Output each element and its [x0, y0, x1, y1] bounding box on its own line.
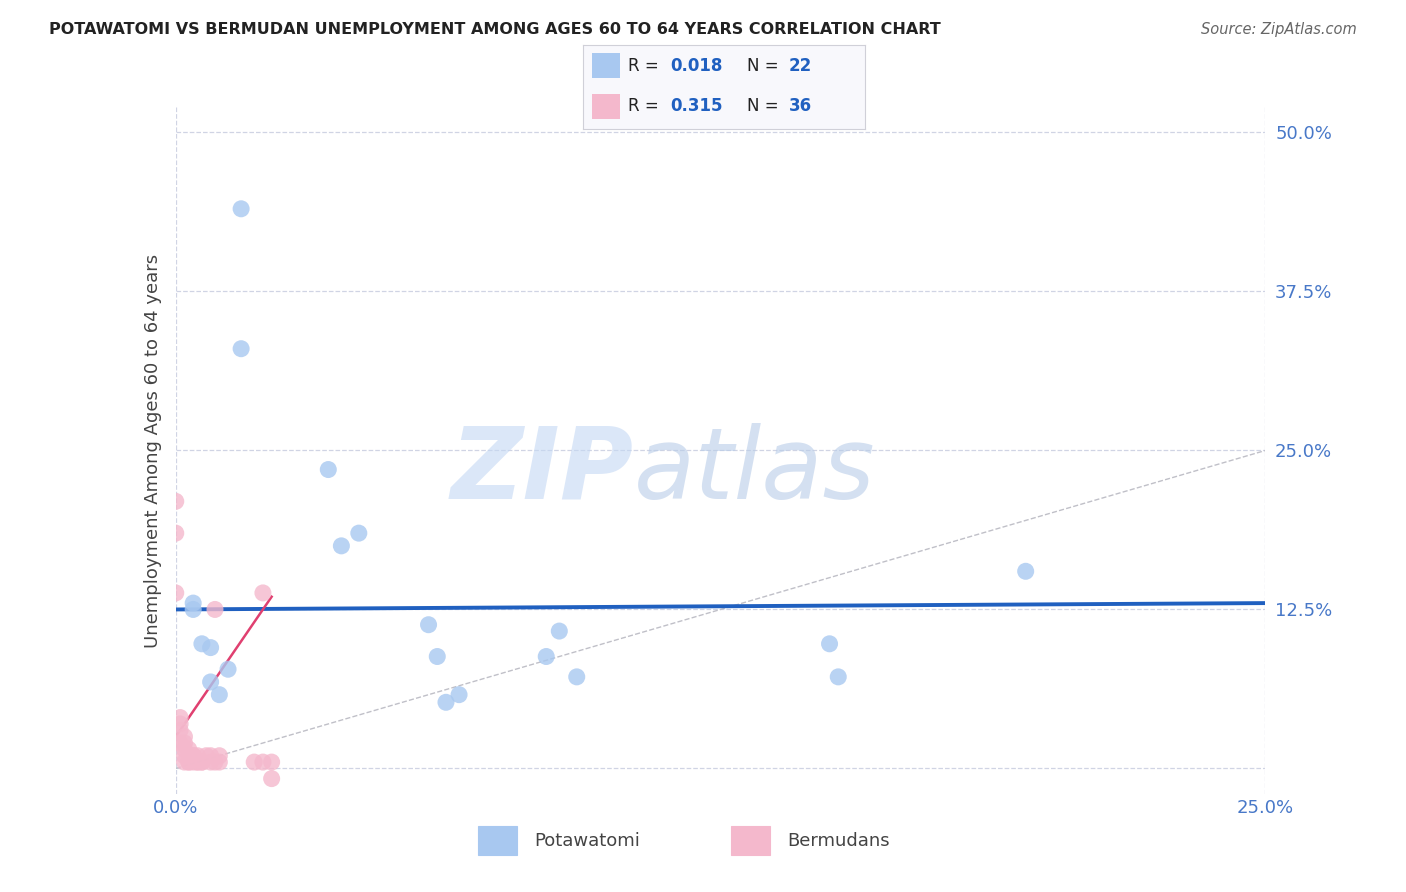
Point	[191, 637, 214, 651]
Point	[208, 755, 231, 769]
Point	[347, 526, 370, 541]
Point	[447, 688, 470, 702]
Point	[191, 755, 214, 769]
Point	[208, 748, 231, 763]
Text: R =: R =	[628, 57, 665, 75]
Point	[169, 723, 191, 738]
Text: N =: N =	[747, 97, 783, 115]
Point	[260, 755, 283, 769]
Point	[186, 755, 209, 769]
Point	[565, 670, 588, 684]
Bar	[731, 826, 770, 855]
Text: 0.315: 0.315	[671, 97, 723, 115]
Point	[173, 748, 195, 763]
Point	[186, 748, 209, 763]
Point	[177, 755, 200, 769]
Text: atlas: atlas	[633, 423, 875, 519]
Text: Source: ZipAtlas.com: Source: ZipAtlas.com	[1201, 22, 1357, 37]
Point	[1015, 564, 1038, 578]
Y-axis label: Unemployment Among Ages 60 to 64 years: Unemployment Among Ages 60 to 64 years	[143, 253, 162, 648]
Point	[231, 202, 253, 216]
Text: ZIP: ZIP	[450, 423, 633, 519]
Point	[173, 736, 195, 750]
Point	[169, 710, 191, 724]
Point	[165, 586, 187, 600]
Point	[177, 748, 200, 763]
Text: 22: 22	[789, 57, 813, 75]
Point	[243, 755, 266, 769]
Bar	[592, 54, 620, 78]
Point	[434, 695, 457, 709]
Point	[173, 742, 195, 756]
Point	[204, 602, 226, 616]
Point	[231, 342, 253, 356]
Point	[200, 748, 222, 763]
Point	[173, 730, 195, 744]
Point	[173, 755, 195, 769]
Text: Potawatomi: Potawatomi	[534, 831, 640, 850]
Bar	[592, 94, 620, 120]
Point	[181, 748, 204, 763]
Point	[330, 539, 353, 553]
Point	[165, 526, 187, 541]
Point	[217, 662, 239, 676]
Point	[260, 772, 283, 786]
Point	[204, 755, 226, 769]
Point	[186, 755, 209, 769]
Point	[252, 755, 274, 769]
Point	[208, 688, 231, 702]
Point	[548, 624, 571, 638]
Text: POTAWATOMI VS BERMUDAN UNEMPLOYMENT AMONG AGES 60 TO 64 YEARS CORRELATION CHART: POTAWATOMI VS BERMUDAN UNEMPLOYMENT AMON…	[49, 22, 941, 37]
Point	[181, 755, 204, 769]
Point	[191, 755, 214, 769]
Text: 0.018: 0.018	[671, 57, 723, 75]
Text: N =: N =	[747, 57, 783, 75]
Point	[195, 748, 218, 763]
Point	[200, 640, 222, 655]
Point	[165, 494, 187, 508]
Point	[418, 617, 440, 632]
Point	[181, 602, 204, 616]
Point	[177, 742, 200, 756]
Point	[181, 748, 204, 763]
Text: 36: 36	[789, 97, 811, 115]
Text: R =: R =	[628, 97, 665, 115]
Point	[827, 670, 849, 684]
Point	[177, 755, 200, 769]
Point	[181, 596, 204, 610]
Point	[818, 637, 841, 651]
Point	[200, 675, 222, 690]
Point	[200, 755, 222, 769]
Bar	[478, 826, 517, 855]
Point	[252, 586, 274, 600]
Point	[534, 649, 557, 664]
Point	[169, 736, 191, 750]
Point	[318, 462, 340, 476]
Text: Bermudans: Bermudans	[787, 831, 890, 850]
Point	[169, 717, 191, 731]
Point	[426, 649, 449, 664]
